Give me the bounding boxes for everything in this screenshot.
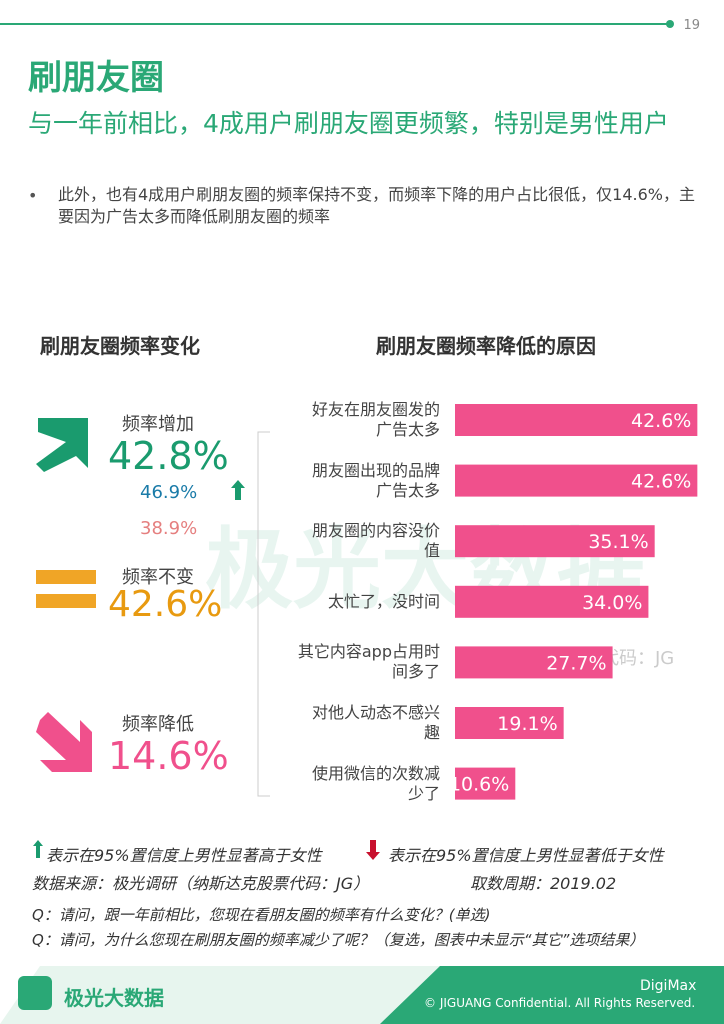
up-arrow: [36, 418, 88, 472]
up-icon: [33, 840, 43, 858]
equal-bar: [36, 594, 96, 608]
bar: [455, 404, 698, 436]
up-icon: [231, 480, 245, 500]
bar: [455, 767, 516, 800]
source: 数据来源：极光调研（纳斯达克股票代码：JG）: [32, 874, 370, 893]
label: 频率增加: [122, 414, 194, 435]
note: 表示在95%置信度上男性显著低于女性: [388, 846, 664, 865]
value: 42.6%: [108, 584, 223, 625]
category-label: 朋友圈出现的品牌 广告太多: [311, 460, 440, 500]
logo-mark: [18, 976, 52, 1010]
chart-title: 刷朋友圈频率降低的原因: [376, 334, 596, 358]
value: 42.8%: [108, 434, 229, 478]
category-label: 好友在朋友圈发的 广告太多: [311, 400, 440, 439]
value: 14.6%: [108, 734, 229, 778]
label: 频率不变: [122, 567, 194, 588]
account: DigiMax: [640, 978, 697, 994]
value-label: 34.0%: [582, 592, 642, 614]
bracket: [257, 431, 270, 797]
value-label: 35.1%: [588, 531, 648, 553]
question: Q：请问，跟一年前相比，您现在看朋友圈的频率有什么变化？(单选): [32, 906, 491, 924]
category-label: 其它内容app占用时 间多了: [297, 642, 440, 682]
left-title: 刷朋友圈频率变化: [40, 334, 200, 358]
value-label: 19.1%: [497, 713, 557, 735]
bar: [455, 525, 655, 558]
page-number: 19: [683, 18, 700, 33]
period: 取数周期：2019.02: [470, 874, 617, 893]
title: 刷朋友圈: [28, 58, 164, 98]
down-icon: [366, 840, 380, 860]
category-label: 对他人动态不感兴 趣: [311, 703, 440, 742]
bar: [455, 646, 613, 679]
value-label: 27.7%: [546, 652, 606, 674]
question: Q：请问，为什么您现在刷朋友圈的频率减少了呢？（复选，图表中未显示“其它”选项结…: [32, 931, 645, 949]
footer-logo: 极光大数据: [64, 986, 164, 1010]
rule-dot: [666, 20, 674, 28]
bullet: 此外，也有4成用户刷朋友圈的频率保持不变，而频率下降的用户占比很低，仅14.6%…: [58, 185, 696, 226]
value-label: 42.6%: [631, 410, 691, 432]
bar: [455, 464, 698, 497]
bar: [455, 585, 649, 618]
equal-bar: [36, 570, 96, 584]
copyright: © JIGUANG Confidential. All Rights Reser…: [424, 996, 696, 1010]
male-value: 46.9%: [140, 482, 198, 503]
label: 频率降低: [122, 714, 194, 735]
footer-band-green: [380, 966, 724, 1024]
female-value: 38.9%: [140, 518, 198, 539]
bullet-dot: •: [28, 186, 38, 205]
bar: [455, 707, 564, 739]
subtitle: 与一年前相比，4成用户刷朋友圈更频繁，特别是男性用户: [28, 109, 669, 138]
down-arrow: [36, 712, 92, 772]
category-label: 朋友圈的内容没价 值: [311, 521, 440, 561]
category-label: 太忙了，没时间: [327, 591, 440, 611]
value-label: 10.6%: [449, 774, 509, 796]
category-label: 使用微信的次数减 少了: [311, 763, 440, 803]
note: 表示在95%置信度上男性显著高于女性: [46, 846, 322, 865]
value-label: 42.6%: [631, 471, 691, 493]
